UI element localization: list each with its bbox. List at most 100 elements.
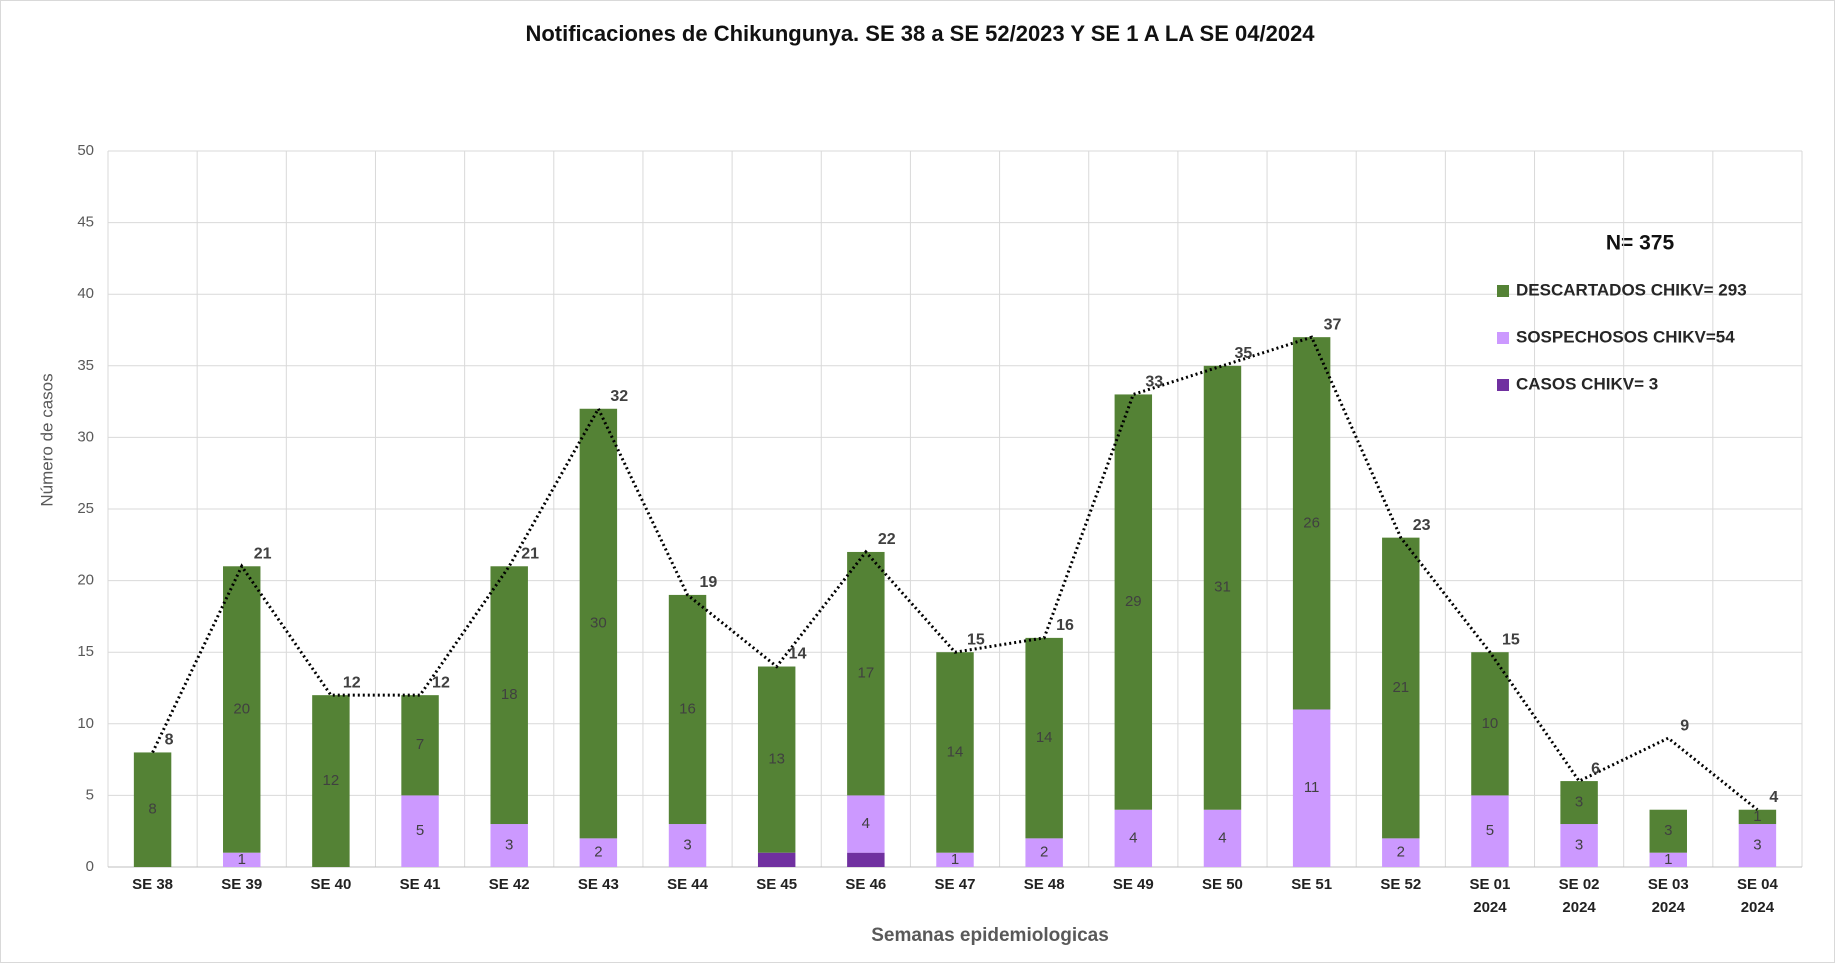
segment-label: 3 bbox=[1753, 836, 1761, 853]
x-tick-label: SE 46 bbox=[845, 876, 887, 893]
bar-segment bbox=[1203, 365, 1242, 810]
segment-label: 1 bbox=[1753, 808, 1761, 825]
x-tick-label-box: SE 39 bbox=[221, 876, 263, 893]
x-tick-label-box: SE 51 bbox=[1291, 876, 1333, 893]
x-tick-label-box: SE 44 bbox=[667, 876, 708, 893]
bar-segment bbox=[312, 695, 350, 867]
segment-label: 3 bbox=[1664, 822, 1672, 839]
segment-label: 29 bbox=[1125, 593, 1142, 610]
segment-label: 14 bbox=[947, 743, 964, 760]
legend-swatch bbox=[1497, 332, 1509, 344]
total-label: 35 bbox=[1234, 345, 1252, 362]
bar-segment bbox=[1382, 838, 1420, 867]
total-line bbox=[151, 335, 1759, 811]
segment-label: 18 bbox=[501, 686, 518, 703]
bar-segment bbox=[1114, 394, 1153, 810]
bar-segment bbox=[1025, 637, 1063, 839]
x-tick-label-box: SE 01 2024 bbox=[1469, 876, 1511, 916]
total-label: 32 bbox=[610, 388, 628, 405]
total-label: 15 bbox=[967, 631, 985, 648]
x-tick-label-box: SE 50 bbox=[1202, 876, 1243, 893]
segment-label: 13 bbox=[768, 751, 785, 768]
x-tick-label: SE 41 bbox=[399, 876, 441, 893]
x-tick-label: SE 03 2024 bbox=[1647, 876, 1689, 916]
segment-label: 2 bbox=[1397, 844, 1405, 861]
x-tick-label: SE 01 2024 bbox=[1469, 876, 1511, 916]
bar-segment bbox=[401, 695, 439, 796]
segment-label: 4 bbox=[862, 815, 870, 832]
x-tick-label-box: SE 40 bbox=[310, 876, 351, 893]
total-label: 4 bbox=[1769, 789, 1778, 806]
bar-segment bbox=[579, 408, 618, 839]
x-tick-label: SE 39 bbox=[221, 876, 263, 893]
total-label: 37 bbox=[1324, 316, 1342, 333]
y-tick-label: 0 bbox=[86, 858, 94, 875]
bar-segment bbox=[401, 795, 439, 867]
segment-label: 14 bbox=[1036, 729, 1053, 746]
segment-label: 31 bbox=[1214, 579, 1231, 596]
bar-segment bbox=[490, 824, 528, 867]
total-label: 8 bbox=[165, 732, 174, 749]
bar-segment bbox=[1025, 838, 1063, 867]
total-label: 12 bbox=[343, 674, 361, 691]
segment-label: 11 bbox=[1304, 779, 1320, 796]
chart-title: Notificaciones de Chikungunya. SE 38 a S… bbox=[525, 21, 1315, 46]
x-tick-label: SE 50 bbox=[1202, 876, 1243, 893]
y-tick-label: 20 bbox=[77, 572, 94, 589]
bar-segment bbox=[1738, 809, 1777, 825]
bar-segment bbox=[1382, 537, 1420, 839]
x-tick-label-box: SE 49 bbox=[1112, 876, 1154, 893]
x-tick-label: SE 44 bbox=[667, 876, 708, 893]
bar-segment bbox=[936, 852, 974, 867]
legend-swatch bbox=[1497, 285, 1509, 297]
legend-label: CASOS CHIKV= 3 bbox=[1516, 374, 1658, 393]
x-tick-label-box: SE 02 2024 bbox=[1558, 876, 1600, 916]
x-tick-label: SE 02 2024 bbox=[1558, 876, 1600, 916]
x-tick-label: SE 43 bbox=[577, 876, 619, 893]
x-tick-label: SE 51 bbox=[1291, 876, 1333, 893]
total-label: 21 bbox=[254, 545, 272, 562]
total-label: 15 bbox=[1502, 631, 1520, 648]
total-label: 21 bbox=[521, 545, 539, 562]
x-tick-label: SE 38 bbox=[132, 876, 174, 893]
x-tick-label-box: SE 41 bbox=[399, 876, 441, 893]
segment-label: 16 bbox=[679, 700, 696, 717]
total-label: 9 bbox=[1680, 717, 1689, 734]
bar-segment bbox=[223, 852, 261, 867]
segment-label: 1 bbox=[1664, 851, 1672, 868]
segment-label: 4 bbox=[1218, 829, 1226, 846]
total-label: 23 bbox=[1413, 517, 1431, 534]
x-tick-label: SE 49 bbox=[1112, 876, 1154, 893]
bar-segment bbox=[757, 852, 796, 867]
x-tick-label-box: SE 52 bbox=[1380, 876, 1421, 893]
segment-label: 3 bbox=[505, 836, 513, 853]
x-tick-label-box: SE 48 bbox=[1023, 876, 1065, 893]
y-tick-label: 30 bbox=[77, 428, 94, 445]
segment-label: 8 bbox=[148, 801, 156, 818]
bar-segment bbox=[668, 594, 707, 825]
segment-label: 2 bbox=[1040, 844, 1048, 861]
total-label: 22 bbox=[878, 531, 896, 548]
x-tick-label-box: SE 43 bbox=[577, 876, 619, 893]
x-axis-title: Semanas epidemiologicas bbox=[871, 925, 1109, 946]
bar-segment bbox=[1114, 809, 1153, 867]
x-tick-label: SE 48 bbox=[1023, 876, 1065, 893]
segment-label: 21 bbox=[1392, 679, 1409, 696]
total-label: 12 bbox=[432, 674, 450, 691]
segment-label: 3 bbox=[1575, 794, 1583, 811]
segment-label: 7 bbox=[416, 736, 424, 753]
x-tick-label: SE 47 bbox=[934, 876, 976, 893]
y-tick-label: 15 bbox=[77, 643, 94, 660]
y-axis-title: Número de casos bbox=[37, 373, 56, 506]
bar-segment bbox=[1649, 809, 1687, 853]
x-tick-label-box: SE 47 bbox=[934, 876, 976, 893]
segment-label: 5 bbox=[1486, 822, 1494, 839]
segment-label: 30 bbox=[590, 615, 607, 632]
y-tick-label: 40 bbox=[77, 285, 94, 302]
bar-segment bbox=[757, 666, 796, 853]
x-tick-label-box: SE 46 bbox=[845, 876, 887, 893]
total-label: 19 bbox=[700, 574, 718, 591]
total-label: 16 bbox=[1056, 617, 1074, 634]
